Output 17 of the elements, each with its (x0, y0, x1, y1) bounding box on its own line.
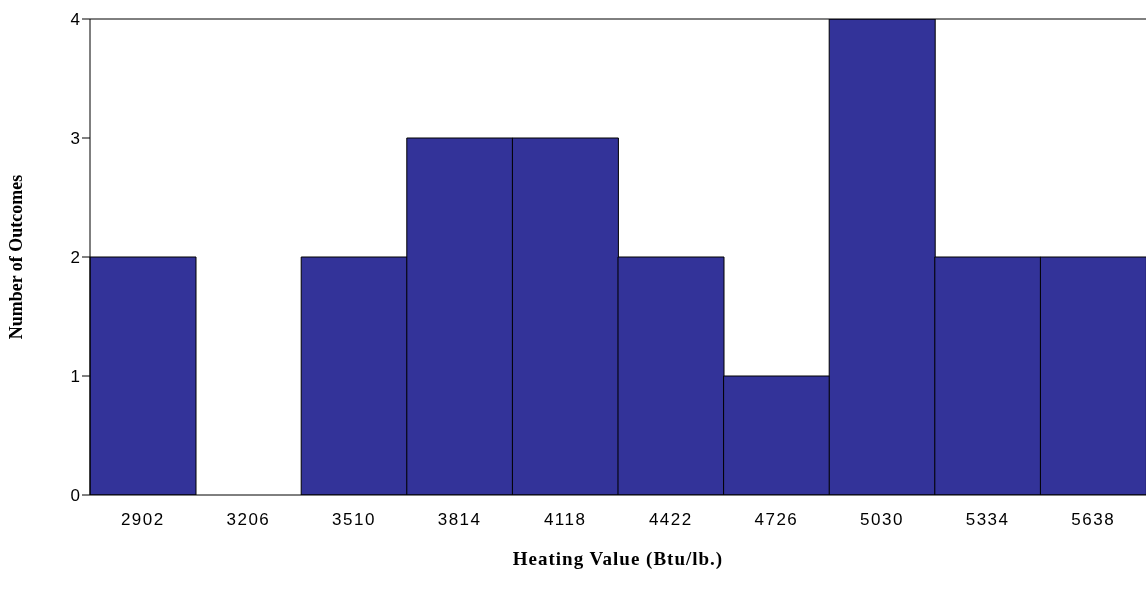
x-tick-label: 2902 (120, 510, 165, 530)
y-tick-label: 0 (70, 486, 80, 506)
x-tick-label: 3814 (437, 510, 482, 530)
x-tick-label: 5030 (860, 510, 904, 530)
y-tick-label: 4 (70, 10, 80, 30)
x-tick-label: 3510 (332, 510, 376, 530)
x-tick-label: 4422 (648, 510, 693, 530)
y-axis-title: Number of Outcomes (6, 174, 27, 340)
x-tick-label: 4726 (754, 510, 799, 530)
x-tick-label: 3206 (226, 510, 271, 530)
x-tick-label: 5334 (965, 510, 1010, 530)
y-tick-label: 1 (70, 367, 80, 387)
x-tick-label: 5638 (1071, 510, 1116, 530)
y-tick-label: 2 (70, 248, 80, 268)
y-tick-label: 3 (70, 129, 80, 149)
x-tick-label: 4118 (543, 510, 587, 530)
x-axis-title: Heating Value (Btu/lb.) (512, 548, 724, 570)
